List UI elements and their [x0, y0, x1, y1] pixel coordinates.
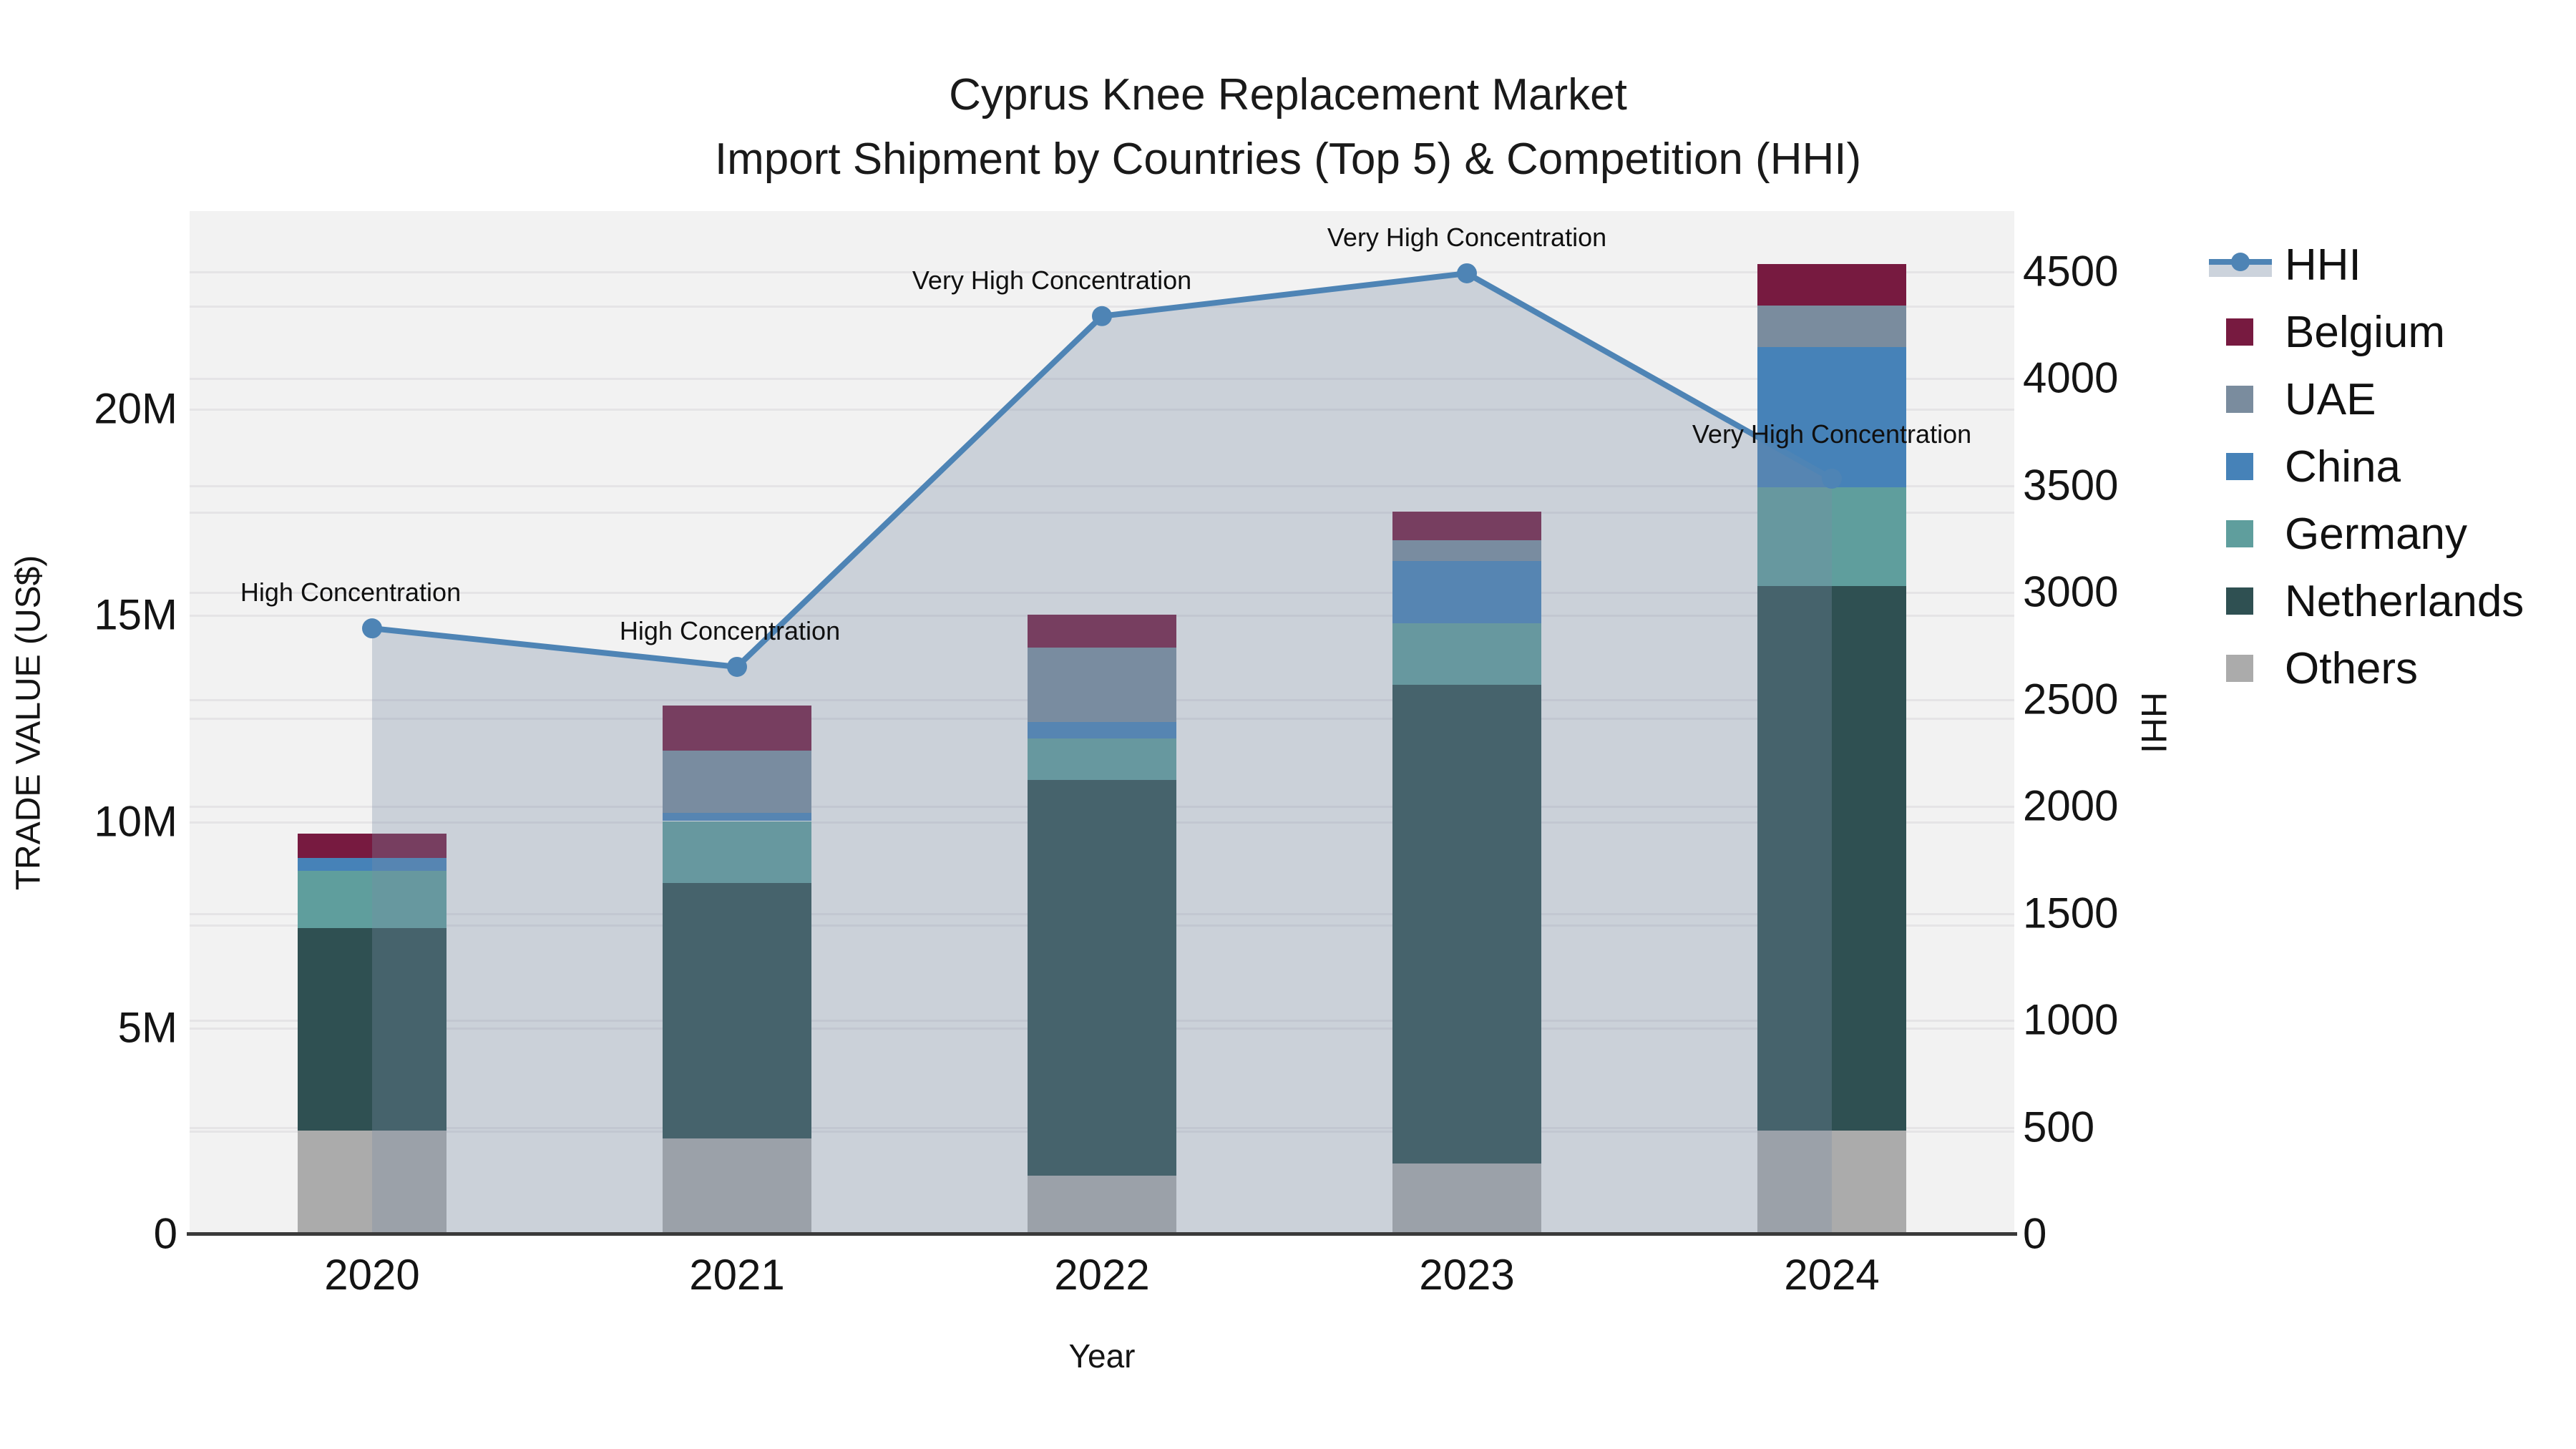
- x-tick-2021: 2021: [689, 1251, 785, 1299]
- bar-segment-belgium-2024: [1757, 264, 1906, 306]
- bar-segment-belgium-2021: [663, 706, 811, 751]
- chart-title-line2: Import Shipment by Countries (Top 5) & C…: [714, 134, 1862, 184]
- color-swatch-icon: [2207, 511, 2273, 557]
- bar-segment-netherlands-2024: [1757, 585, 1906, 1131]
- left-tick-0: 0: [153, 1209, 177, 1258]
- swatch-china: [2226, 453, 2253, 480]
- legend-item-china: China: [2207, 441, 2524, 492]
- gridline-trade: [190, 512, 2014, 514]
- left-tick-5M: 5M: [117, 1003, 177, 1052]
- right-tick-3500: 3500: [2023, 461, 2119, 509]
- legend-item-uae: UAE: [2207, 374, 2524, 424]
- bar-segment-netherlands-2022: [1028, 779, 1176, 1176]
- legend: HHI Belgium UAE China Germany Netherlands Othe…: [2207, 240, 2524, 693]
- right-tick-3000: 3000: [2023, 567, 2119, 616]
- swatch-belgium: [2226, 318, 2253, 346]
- bar-segment-china-2021: [663, 812, 811, 821]
- legend-item-belgium: Belgium: [2207, 307, 2524, 357]
- hhi-marker-dot: [2231, 253, 2250, 271]
- annotation-2024: Very High Concentration: [1692, 419, 1972, 449]
- x-tick-2022: 2022: [1054, 1251, 1150, 1299]
- gridline-hhi: [190, 484, 2014, 487]
- legend-item-others: Others: [2207, 643, 2524, 693]
- x-axis-title: Year: [1068, 1337, 1136, 1375]
- bar-segment-uae-2021: [663, 751, 811, 813]
- right-tick-1000: 1000: [2023, 995, 2119, 1044]
- color-swatch-icon: [2207, 645, 2273, 691]
- bar-segment-netherlands-2020: [298, 928, 447, 1131]
- x-axis-line: [187, 1232, 2017, 1236]
- swatch-uae: [2226, 386, 2253, 413]
- legend-label: Belgium: [2285, 307, 2445, 357]
- gridline-trade: [190, 409, 2014, 411]
- swatch-others: [2226, 655, 2253, 682]
- x-tick-2024: 2024: [1784, 1251, 1880, 1299]
- legend-item-netherlands: Netherlands: [2207, 576, 2524, 626]
- legend-item-germany: Germany: [2207, 509, 2524, 559]
- right-tick-1500: 1500: [2023, 889, 2119, 937]
- gridline-hhi: [190, 378, 2014, 381]
- right-tick-500: 500: [2023, 1103, 2095, 1151]
- color-swatch-icon: [2207, 444, 2273, 489]
- annotation-2020: High Concentration: [240, 577, 462, 608]
- right-tick-2500: 2500: [2023, 675, 2119, 723]
- color-swatch-icon: [2207, 309, 2273, 355]
- right-tick-4500: 4500: [2023, 247, 2119, 296]
- plot-area: [190, 211, 2014, 1234]
- left-axis-title: TRADE VALUE (US$): [9, 555, 48, 891]
- legend-label: Others: [2285, 643, 2419, 693]
- gridline-trade: [190, 305, 2014, 308]
- bar-segment-others-2022: [1028, 1176, 1176, 1234]
- bar-segment-china-2024: [1757, 346, 1906, 487]
- bar-segment-others-2021: [663, 1138, 811, 1234]
- bar-segment-china-2020: [298, 858, 447, 871]
- swatch-germany: [2226, 520, 2253, 547]
- chart-title-line1: Cyprus Knee Replacement Market: [949, 70, 1627, 119]
- right-axis-title: HHI: [2134, 691, 2174, 754]
- bar-segment-germany-2020: [298, 870, 447, 929]
- bar-segment-belgium-2022: [1028, 615, 1176, 648]
- bar-segment-netherlands-2023: [1392, 685, 1541, 1163]
- annotation-2022: Very High Concentration: [912, 265, 1192, 295]
- bar-segment-germany-2023: [1392, 623, 1541, 686]
- bar-segment-belgium-2023: [1392, 512, 1541, 541]
- legend-label: China: [2285, 441, 2401, 492]
- color-swatch-icon: [2207, 376, 2273, 422]
- legend-item-hhi: HHI: [2207, 240, 2524, 290]
- right-tick-2000: 2000: [2023, 781, 2119, 830]
- bar-segment-germany-2022: [1028, 738, 1176, 780]
- left-tick-10M: 10M: [94, 797, 177, 845]
- legend-label: HHI: [2285, 240, 2361, 290]
- annotation-2021: High Concentration: [619, 615, 841, 645]
- annotation-2023: Very High Concentration: [1327, 222, 1607, 252]
- legend-label: Netherlands: [2285, 576, 2524, 626]
- bar-segment-others-2024: [1757, 1130, 1906, 1234]
- swatch-netherlands: [2226, 587, 2253, 615]
- right-tick-0: 0: [2023, 1209, 2047, 1258]
- legend-label: UAE: [2285, 374, 2376, 424]
- bar-segment-uae-2023: [1392, 540, 1541, 562]
- bar-segment-uae-2022: [1028, 648, 1176, 723]
- color-swatch-icon: [2207, 578, 2273, 624]
- bar-segment-others-2020: [298, 1130, 447, 1234]
- left-tick-15M: 15M: [94, 590, 177, 639]
- bar-segment-belgium-2020: [298, 833, 447, 859]
- right-tick-4000: 4000: [2023, 353, 2119, 402]
- bar-segment-others-2023: [1392, 1163, 1541, 1234]
- bar-segment-uae-2024: [1757, 305, 1906, 347]
- bar-segment-netherlands-2021: [663, 882, 811, 1139]
- gridline-hhi: [190, 592, 2014, 595]
- hhi-line-icon: [2207, 242, 2273, 288]
- bar-segment-germany-2024: [1757, 487, 1906, 586]
- x-tick-2020: 2020: [324, 1251, 420, 1299]
- x-tick-2023: 2023: [1419, 1251, 1515, 1299]
- chart-title: Cyprus Knee Replacement Market Import Sh…: [0, 63, 2576, 192]
- bar-segment-china-2023: [1392, 561, 1541, 623]
- legend-label: Germany: [2285, 509, 2467, 559]
- left-tick-20M: 20M: [94, 384, 177, 433]
- bar-segment-germany-2021: [663, 821, 811, 883]
- bar-segment-china-2022: [1028, 722, 1176, 739]
